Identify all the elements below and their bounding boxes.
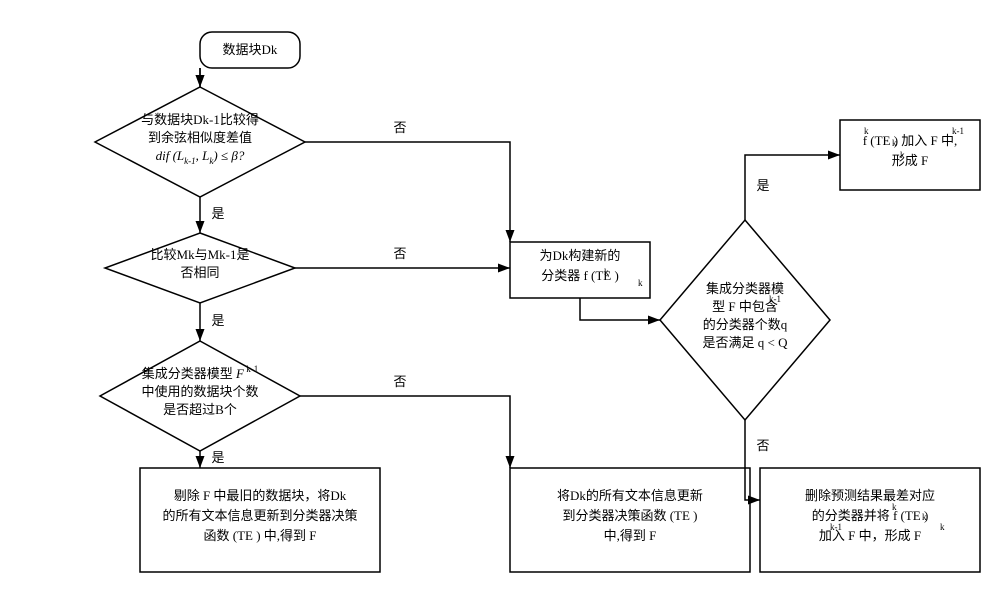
svg-text:k-1: k-1 xyxy=(830,522,842,532)
node-d2: 比较Mk与Mk-1是否相同 xyxy=(105,233,295,303)
edge: 是 xyxy=(200,303,225,341)
svg-text:是否满足 q < Q: 是否满足 q < Q xyxy=(703,335,789,350)
edge: 是 xyxy=(745,155,840,220)
svg-text:k-1: k-1 xyxy=(769,294,781,304)
svg-text:与数据块Dk-1比较得: 与数据块Dk-1比较得 xyxy=(141,112,259,127)
edge: 是 xyxy=(200,450,225,468)
svg-text:中使用的数据块个数: 中使用的数据块个数 xyxy=(141,384,258,399)
svg-text:到余弦相似度差值: 到余弦相似度差值 xyxy=(148,130,252,145)
svg-text:比较Mk与Mk-1是: 比较Mk与Mk-1是 xyxy=(151,247,250,262)
svg-text:k: k xyxy=(864,126,869,136)
svg-text:的分类器并将 f (TE ): 的分类器并将 f (TE ) xyxy=(812,508,929,523)
svg-text:到分类器决策函数 (TE ): 到分类器决策函数 (TE ) xyxy=(562,508,697,523)
svg-text:函数 (TE ) 中,得到 F: 函数 (TE ) 中,得到 F xyxy=(203,528,316,543)
svg-text:是: 是 xyxy=(211,450,224,465)
svg-text:k: k xyxy=(638,278,643,288)
svg-text:是: 是 xyxy=(756,178,769,193)
node-d1: 与数据块Dk-1比较得到余弦相似度差值dif (Lk-1, Lk) ≤ β? xyxy=(95,87,305,197)
node-p5: 删除预测结果最差对应的分类器并将 f (TE )加入 F 中，形成 Fkkk-1… xyxy=(760,468,980,572)
svg-text:将Dk的所有文本信息更新: 将Dk的所有文本信息更新 xyxy=(557,488,703,503)
svg-text:形成 F: 形成 F xyxy=(892,153,928,168)
edge xyxy=(580,298,660,320)
svg-text:k: k xyxy=(900,150,905,160)
node-d3: 集成分类器模型 F k-1 中使用的数据块个数是否超过B个 xyxy=(100,341,300,451)
svg-text:k: k xyxy=(604,267,609,277)
svg-text:数据块Dk: 数据块Dk xyxy=(223,42,278,57)
edge: 否 xyxy=(295,246,510,268)
node-p3: 为Dk构建新的分类器 f (TE )kk xyxy=(510,242,650,298)
node-p2: 将Dk的所有文本信息更新到分类器决策函数 (TE )中,得到 Ffk-1k-1k xyxy=(510,468,750,592)
svg-text:否: 否 xyxy=(756,438,769,453)
svg-text:k: k xyxy=(892,502,897,512)
edge: 是 xyxy=(200,197,225,233)
node-d4: 集成分类器模型 F 中包含的分类器个数q是否满足 q < Qk-1 xyxy=(660,220,830,420)
node-p4: f (TE ) 加入 F 中,形成 Fkkk-1k xyxy=(840,120,980,190)
svg-text:k: k xyxy=(892,138,897,148)
svg-text:是: 是 xyxy=(211,206,224,221)
svg-text:是: 是 xyxy=(211,313,224,328)
svg-text:k: k xyxy=(940,522,945,532)
edge: 否 xyxy=(305,120,510,242)
svg-text:的所有文本信息更新到分类器决策: 的所有文本信息更新到分类器决策 xyxy=(162,508,357,523)
svg-text:为Dk构建新的: 为Dk构建新的 xyxy=(540,248,621,263)
svg-text:的分类器个数q: 的分类器个数q xyxy=(703,317,788,332)
svg-text:中,得到 F: 中,得到 F xyxy=(604,528,657,543)
svg-text:集成分类器模型 F k-1: 集成分类器模型 F k-1 xyxy=(142,364,258,381)
svg-text:否: 否 xyxy=(393,246,406,261)
svg-text:否相同: 否相同 xyxy=(180,265,219,280)
svg-text:是否超过B个: 是否超过B个 xyxy=(163,402,237,417)
edge: 否 xyxy=(300,374,510,468)
svg-text:k: k xyxy=(922,512,927,522)
svg-text:k-1: k-1 xyxy=(952,126,964,136)
svg-text:型 F 中包含: 型 F 中包含 xyxy=(712,299,778,314)
svg-text:否: 否 xyxy=(393,374,406,389)
node-p1: 剔除 F 中最旧的数据块，将Dk 的所有文本信息更新到分类器决策函数 (TE ) … xyxy=(140,468,380,592)
svg-text:f (TE ) 加入 F 中,: f (TE ) 加入 F 中, xyxy=(863,133,958,148)
svg-text:删除预测结果最差对应: 删除预测结果最差对应 xyxy=(805,488,935,503)
svg-text:剔除 F 中最旧的数据块，将Dk: 剔除 F 中最旧的数据块，将Dk xyxy=(174,488,347,503)
node-start: 数据块Dk xyxy=(200,32,300,68)
svg-text:否: 否 xyxy=(393,120,406,135)
